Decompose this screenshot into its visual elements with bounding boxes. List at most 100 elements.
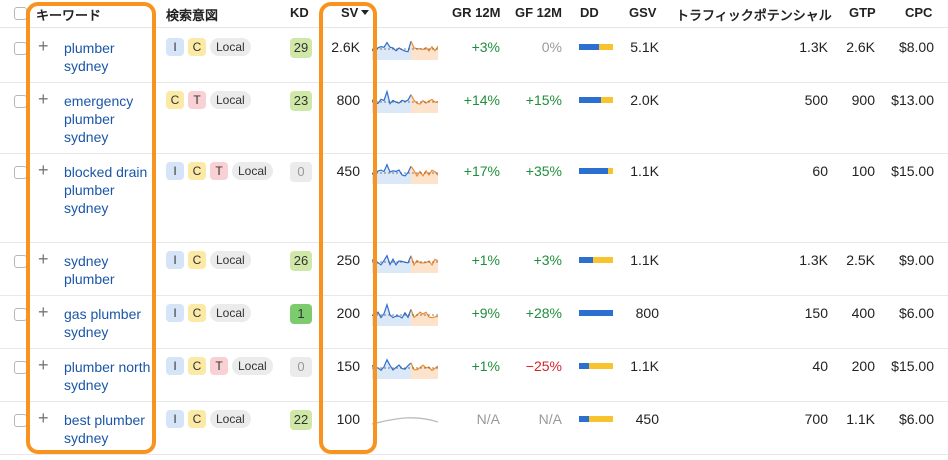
col-keyword-header[interactable]: キーワード bbox=[36, 8, 102, 23]
dd-mobile-segment bbox=[601, 97, 613, 103]
col-sv-header-label: SV bbox=[341, 5, 359, 20]
col-gtp-header[interactable]: GTP bbox=[849, 5, 876, 20]
trend-area-forecast bbox=[411, 309, 438, 326]
trend-sparkline bbox=[372, 89, 438, 113]
intent-badges: I C Local bbox=[166, 304, 251, 322]
growth-12m: +3% bbox=[471, 39, 500, 55]
keyword-link[interactable]: emergency plumber sydney bbox=[64, 93, 134, 145]
col-sv-header[interactable]: SV bbox=[341, 5, 370, 20]
trend-sparkline bbox=[372, 40, 438, 60]
trend-sparkline bbox=[372, 302, 438, 326]
col-intent-header[interactable]: 検索意図 bbox=[166, 8, 219, 23]
trend-sparkline bbox=[372, 254, 438, 273]
dd-desktop-segment bbox=[579, 97, 602, 103]
growth-12m: +1% bbox=[471, 252, 500, 268]
intent-badge-c: C bbox=[188, 357, 206, 375]
intent-badge-t: T bbox=[210, 357, 228, 375]
col-tp-header[interactable]: トラフィックポテンシャル bbox=[676, 8, 832, 23]
table-row: + sydney plumber I C Local 26 250 +1% +3% 1.1K 1.3… bbox=[0, 243, 948, 296]
search-volume: 450 bbox=[336, 163, 360, 179]
table-row: + best plumber sydney I C Local 22 100 N/A N/A 45… bbox=[0, 402, 948, 455]
row-checkbox[interactable] bbox=[14, 95, 27, 108]
keyword-link[interactable]: best plumber sydney bbox=[64, 412, 145, 446]
add-keyword-icon[interactable]: + bbox=[38, 89, 49, 109]
kd-badge: 23 bbox=[290, 91, 312, 111]
trend-area-history bbox=[372, 255, 411, 273]
trend-area-forecast bbox=[411, 362, 438, 379]
intent-badges: I C Local bbox=[166, 251, 251, 269]
row-checkbox[interactable] bbox=[14, 42, 27, 55]
kd-badge: 22 bbox=[290, 410, 312, 430]
intent-badge-c: C bbox=[188, 162, 206, 180]
cost-per-click: $8.00 bbox=[898, 39, 934, 55]
add-keyword-icon[interactable]: + bbox=[38, 302, 49, 322]
add-keyword-icon[interactable]: + bbox=[38, 249, 49, 269]
add-keyword-icon[interactable]: + bbox=[38, 36, 49, 56]
trend-area-history bbox=[372, 41, 411, 60]
intent-badge-i: I bbox=[166, 251, 184, 269]
kd-badge: 29 bbox=[290, 38, 312, 58]
device-distribution-bar bbox=[579, 44, 613, 50]
growth-forecast-12m: +35% bbox=[525, 163, 562, 179]
intent-badge-t: T bbox=[188, 91, 206, 109]
kd-badge: 1 bbox=[290, 304, 312, 324]
trend-area-forecast bbox=[411, 94, 438, 113]
table-row: + plumber sydney I C Local 29 2.6K +3% 0% 5.1K 1.3… bbox=[0, 30, 948, 83]
keyword-link[interactable]: plumber north sydney bbox=[64, 359, 151, 393]
trend-line-history bbox=[372, 89, 412, 105]
global-search-volume: 2.0K bbox=[630, 92, 659, 108]
device-distribution-bar bbox=[579, 416, 613, 422]
dd-mobile-segment bbox=[599, 44, 613, 50]
keyword-link[interactable]: blocked drain plumber sydney bbox=[64, 164, 148, 216]
row-checkbox[interactable] bbox=[14, 166, 27, 179]
trend-sparkline bbox=[372, 417, 438, 425]
row-checkbox[interactable] bbox=[14, 308, 27, 321]
select-all-checkbox[interactable] bbox=[14, 7, 27, 20]
col-dd-header[interactable]: DD bbox=[580, 5, 599, 20]
col-gr-header[interactable]: GR 12M bbox=[452, 5, 501, 20]
cost-per-click: $13.00 bbox=[891, 92, 934, 108]
intent-badge-local: Local bbox=[210, 251, 251, 269]
intent-badges: I C Local bbox=[166, 410, 251, 428]
table-row: + blocked drain plumber sydney I C T Local 0 45… bbox=[0, 154, 948, 243]
add-keyword-icon[interactable]: + bbox=[38, 408, 49, 428]
search-volume: 800 bbox=[336, 92, 360, 108]
search-volume: 250 bbox=[336, 252, 360, 268]
global-traffic-potential: 200 bbox=[851, 358, 875, 374]
add-keyword-icon[interactable]: + bbox=[38, 355, 49, 375]
col-kd-header[interactable]: KD bbox=[290, 5, 309, 20]
intent-badge-i: I bbox=[166, 410, 184, 428]
cost-per-click: $6.00 bbox=[898, 411, 934, 427]
keyword-link[interactable]: gas plumber sydney bbox=[64, 306, 142, 340]
trend-sparkline bbox=[372, 163, 438, 184]
trend-area-history bbox=[372, 359, 411, 379]
table-row: + gas plumber sydney I C Local 1 200 +9% +28% 800… bbox=[0, 296, 948, 349]
keyword-link[interactable]: plumber sydney bbox=[64, 40, 115, 74]
traffic-potential: 500 bbox=[804, 92, 828, 108]
device-distribution-bar bbox=[579, 168, 613, 174]
global-search-volume: 5.1K bbox=[630, 39, 659, 55]
sort-desc-icon bbox=[361, 10, 370, 15]
row-checkbox[interactable] bbox=[14, 361, 27, 374]
keyword-link[interactable]: sydney plumber bbox=[64, 253, 115, 287]
trend-line-history bbox=[372, 163, 412, 177]
intent-badge-local: Local bbox=[232, 162, 273, 180]
intent-badge-c: C bbox=[166, 91, 184, 109]
row-checkbox[interactable] bbox=[14, 255, 27, 268]
intent-badge-local: Local bbox=[232, 357, 273, 375]
row-checkbox[interactable] bbox=[14, 414, 27, 427]
growth-12m: +9% bbox=[471, 305, 500, 321]
intent-badges: I C T Local bbox=[166, 162, 273, 180]
trend-area-forecast bbox=[411, 166, 438, 184]
col-cpc-header[interactable]: CPC bbox=[905, 5, 933, 20]
growth-12m: +17% bbox=[463, 163, 500, 179]
col-gsv-header[interactable]: GSV bbox=[629, 5, 657, 20]
trend-sparkline bbox=[372, 358, 438, 379]
intent-badges: C T Local bbox=[166, 91, 251, 109]
traffic-potential: 700 bbox=[804, 411, 828, 427]
add-keyword-icon[interactable]: + bbox=[38, 160, 49, 180]
dd-desktop-segment bbox=[579, 363, 590, 369]
col-gf-header[interactable]: GF 12M bbox=[515, 5, 562, 20]
dd-desktop-segment bbox=[579, 310, 613, 316]
dd-desktop-segment bbox=[579, 44, 600, 50]
